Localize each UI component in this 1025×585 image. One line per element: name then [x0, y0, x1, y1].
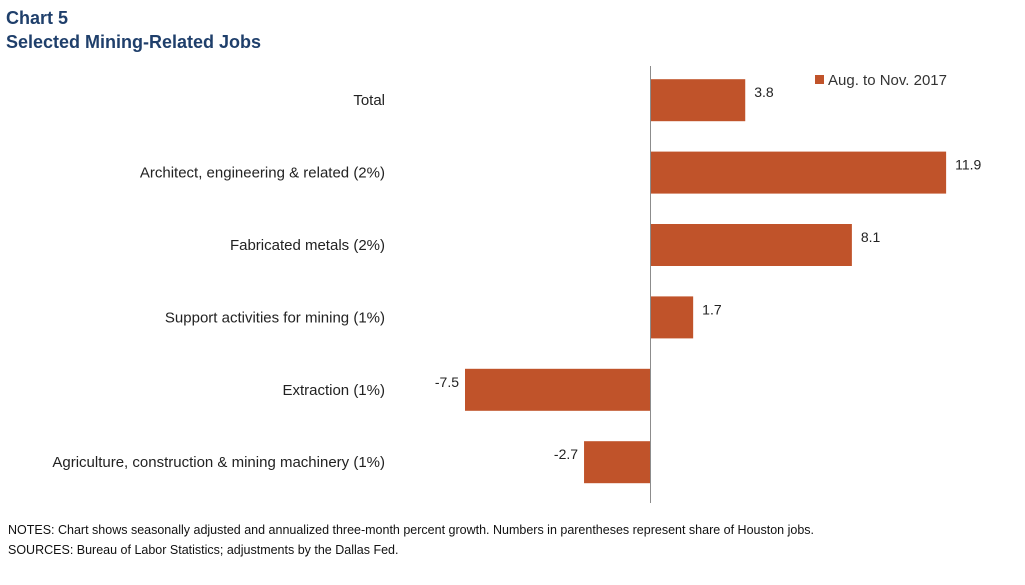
bar [651, 79, 746, 122]
category-label: Agriculture, construction & mining machi… [52, 454, 385, 471]
chart-number: Chart 5 [6, 8, 69, 28]
notes-text: NOTES: Chart shows seasonally adjusted a… [8, 523, 814, 537]
category-label: Extraction (1%) [282, 382, 385, 399]
category-label: Fabricated metals (2%) [230, 237, 385, 254]
legend-label: Aug. to Nov. 2017 [828, 72, 947, 89]
chart-header: Chart 5 Selected Mining-Related Jobs [6, 6, 261, 54]
bar [584, 441, 651, 484]
data-label: -7.5 [435, 374, 459, 390]
category-label: Architect, engineering & related (2%) [140, 165, 385, 182]
data-label: 8.1 [861, 229, 881, 245]
data-label: 1.7 [702, 301, 722, 317]
bar [651, 151, 947, 194]
data-label: 3.8 [754, 84, 774, 100]
bar [465, 368, 651, 411]
data-label: 11.9 [955, 157, 981, 173]
chart-title: Selected Mining-Related Jobs [6, 32, 262, 52]
category-label: Total [353, 92, 385, 109]
data-label: -2.7 [554, 446, 578, 462]
category-label: Support activities for mining (1%) [165, 309, 385, 326]
bar [651, 224, 852, 266]
chart-footer: NOTES: Chart shows seasonally adjusted a… [8, 520, 814, 560]
sources-text: SOURCES: Bureau of Labor Statistics; adj… [8, 543, 399, 557]
bar [651, 296, 694, 339]
bar-chart: Total 3.8 Architect, engineering & related… [52, 66, 982, 503]
legend-swatch [815, 75, 824, 84]
